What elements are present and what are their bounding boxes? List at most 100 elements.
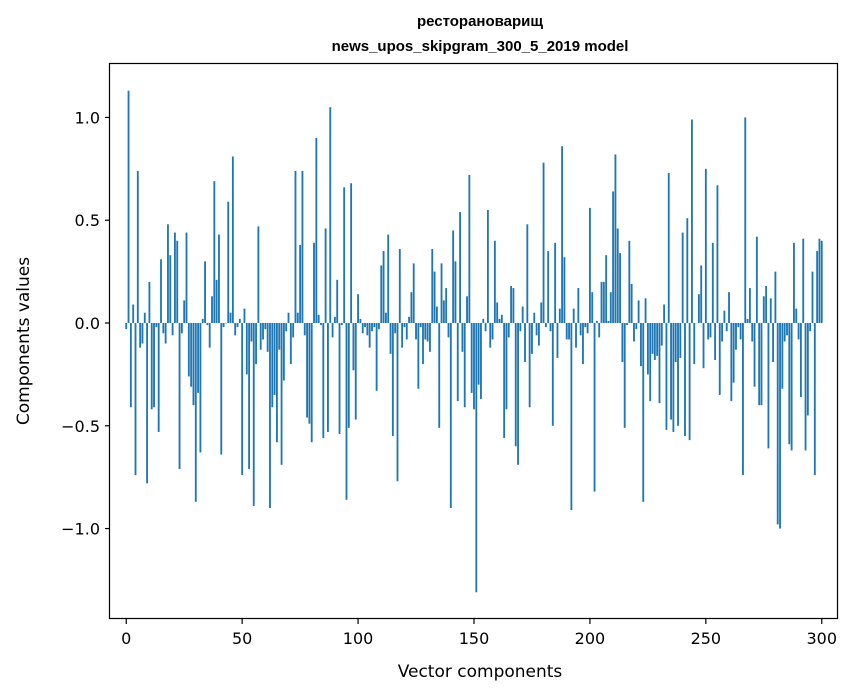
bar [426,323,429,342]
bar [623,323,626,428]
bar [524,323,526,363]
y-tick-label: 0.0 [75,314,100,333]
bar [716,185,719,323]
bar [199,323,202,453]
bar [672,323,675,432]
bar [415,323,417,340]
bar [361,323,364,334]
bar [220,323,223,455]
bar [616,228,619,323]
bar [609,292,612,323]
x-tick-label: 0 [121,629,131,648]
bar [704,168,707,323]
bar [602,281,605,323]
bar [790,323,793,451]
bar [463,323,466,408]
bar [774,271,777,323]
bar [589,207,591,323]
bar [438,323,441,428]
bar [317,314,320,323]
bar [667,172,670,323]
x-tick-label: 300 [806,629,837,648]
bar [419,323,422,328]
bar [440,263,443,323]
bar [127,90,130,323]
bar [243,308,246,323]
bar [445,288,448,323]
bar [366,323,369,336]
bar [484,323,487,332]
bar [391,323,394,437]
bar [211,296,213,323]
bar [308,323,311,424]
bar [779,323,781,529]
bar [380,265,383,323]
bar [514,323,517,447]
bar [447,323,450,338]
bar [449,323,452,508]
bar [431,249,434,323]
bar [802,238,805,323]
bar [262,323,264,340]
bar [649,323,652,402]
bar [665,323,668,430]
bar [486,209,489,323]
bar [129,323,132,408]
bar [718,323,721,395]
bar [728,292,730,323]
bar [637,300,640,323]
bar [273,323,276,395]
bar [809,323,812,332]
bar [707,323,710,340]
plot-frame [108,62,839,620]
bar [252,323,255,506]
bar [359,318,362,323]
bar [493,240,496,323]
x-tick-label: 50 [232,629,252,648]
bar [635,323,638,330]
bar [537,323,540,346]
bar [234,323,237,336]
bar [811,271,814,323]
bar [347,323,350,428]
bar [178,323,181,469]
bar [248,323,251,469]
bar [711,242,714,323]
bar [435,306,438,323]
bar [607,320,610,323]
bar [146,323,149,484]
bar [755,236,758,323]
x-tick-label: 150 [459,629,490,648]
bar [459,212,462,323]
bar [473,323,475,410]
bar [806,323,809,416]
bar [614,154,617,323]
bar [259,323,262,350]
bar [338,323,341,434]
bar [398,249,401,323]
bar [776,323,779,525]
bar [739,323,742,340]
bar [691,119,693,323]
bar [586,323,589,334]
bar [132,304,135,323]
bar [491,323,494,340]
bar [245,323,248,375]
bar [646,323,649,375]
bar [760,323,763,406]
bar [192,323,195,406]
bar [510,286,513,323]
bar [528,323,531,408]
bar [280,323,283,465]
bar [461,323,464,352]
bar [660,323,663,346]
bar [795,308,798,323]
bar [296,312,299,323]
bar [758,323,761,406]
bar [820,240,823,323]
bar [310,323,313,443]
bar [702,323,705,369]
bar [630,283,633,323]
bar [653,323,656,360]
bar [700,265,703,323]
